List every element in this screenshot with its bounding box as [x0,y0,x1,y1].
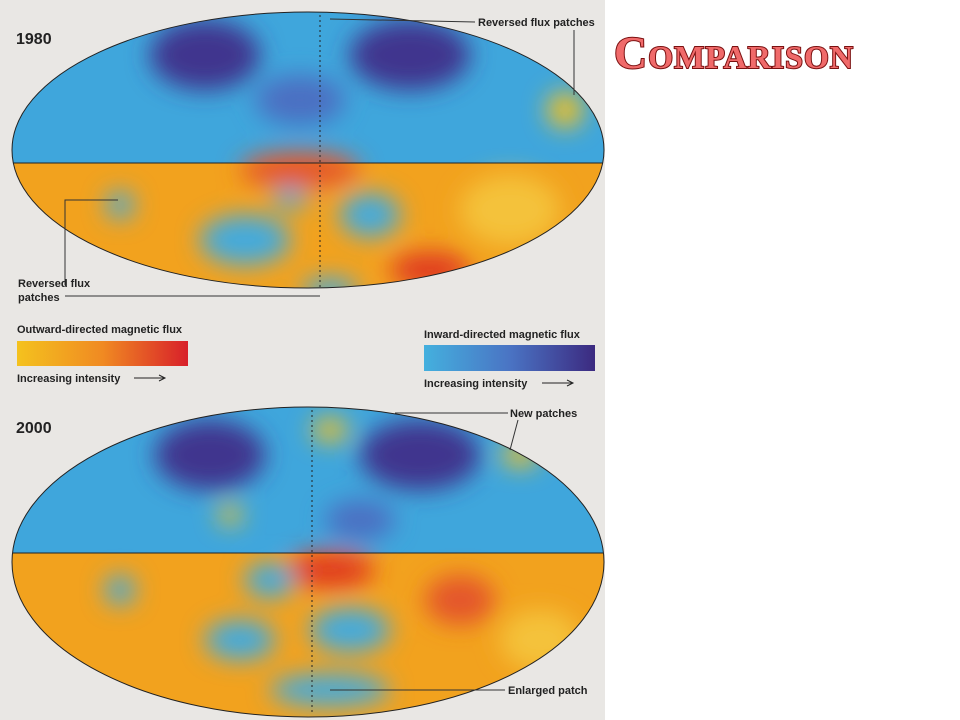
map-year: 1980 [16,31,52,48]
legend-scale [424,345,595,371]
annotation: New patches [510,408,577,420]
arrow [542,379,575,387]
map-year: 2000 [16,420,52,437]
slide-title: Comparison [614,27,854,78]
annotation: Reversed flux patches [478,17,595,29]
legend-scale [17,341,188,366]
legend-label: Outward-directed magnetic flux [17,324,183,336]
arrow [134,374,167,382]
annotation: Reversed flux [18,278,91,290]
leader-line [329,18,476,23]
leader-line [64,199,320,297]
annotation: patches [18,292,60,304]
leader-line [395,412,519,451]
legend-label: Inward-directed magnetic flux [424,329,581,341]
map-outline [11,406,605,718]
legend-note: Increasing intensity [17,373,121,385]
annotation: Enlarged patch [508,685,588,697]
map-outline [11,11,605,289]
legend-note: Increasing intensity [424,378,528,390]
